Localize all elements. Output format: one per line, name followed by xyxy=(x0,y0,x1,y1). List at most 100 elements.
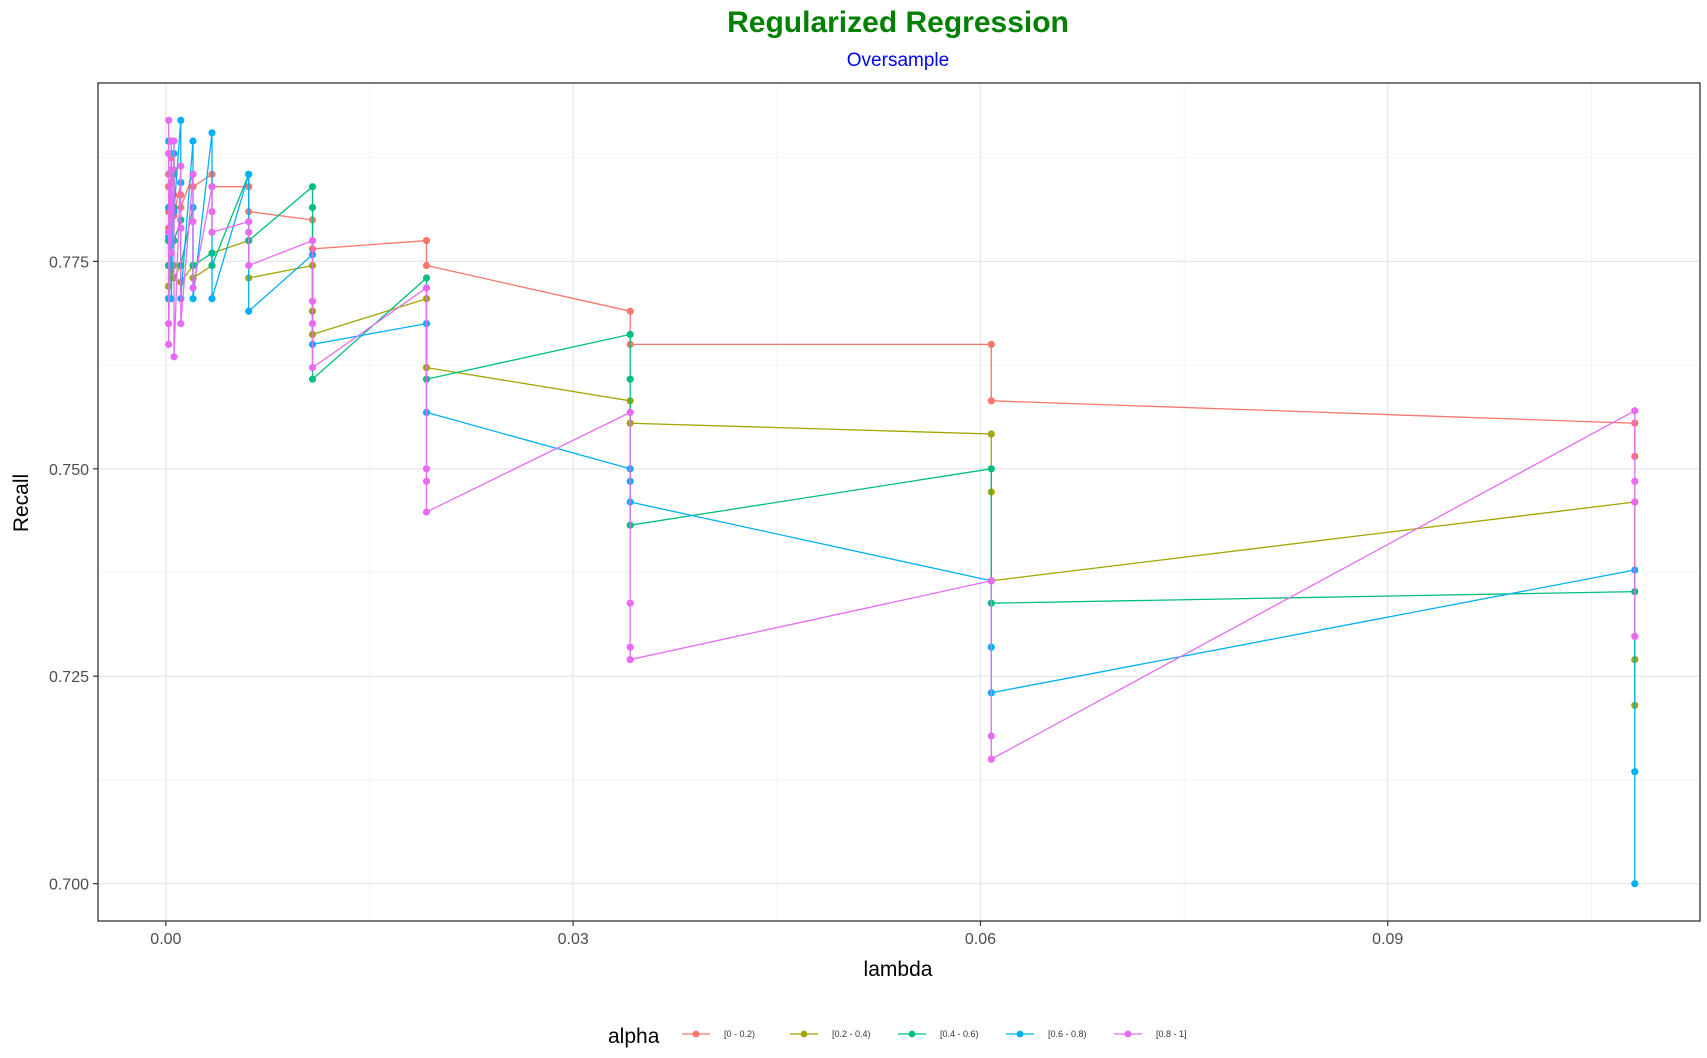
x-axis-label: lambda xyxy=(864,958,933,981)
data-point xyxy=(189,218,197,226)
series-4 xyxy=(165,116,1639,888)
data-point xyxy=(177,116,185,124)
data-point xyxy=(177,320,185,328)
legend-label: [0 - 0.2) xyxy=(724,1029,755,1039)
legend-key-point xyxy=(692,1030,700,1038)
y-tick-label: 0.725 xyxy=(49,669,89,686)
data-point xyxy=(626,408,634,416)
legend-label: [0.8 - 1] xyxy=(1156,1029,1187,1039)
data-point xyxy=(626,643,634,651)
data-point xyxy=(626,307,634,315)
y-tick-label: 0.700 xyxy=(49,877,89,894)
data-point xyxy=(308,183,317,191)
axis-ticks: 0.00 0.03 0.06 0.09 0.700 0.725 0.750 0.775 xyxy=(49,254,1403,948)
series-line xyxy=(167,239,1636,706)
data-point xyxy=(422,284,431,292)
data-point xyxy=(308,203,317,212)
legend-item: [0 - 0.2) xyxy=(682,1029,755,1039)
data-point xyxy=(1631,632,1639,641)
plot-panel-border xyxy=(97,82,1701,922)
data-point xyxy=(1631,498,1639,506)
data-point xyxy=(987,732,995,740)
data-point xyxy=(170,137,178,145)
data-point xyxy=(422,508,431,516)
x-tick-label: 0.00 xyxy=(150,931,181,948)
data-point xyxy=(165,340,173,348)
y-tick-label: 0.775 xyxy=(49,254,89,271)
data-point xyxy=(1631,880,1639,888)
data-point xyxy=(208,208,216,216)
legend-key-point xyxy=(800,1030,808,1038)
data-point xyxy=(422,261,431,270)
chart-subtitle: Oversample xyxy=(847,50,949,71)
data-point xyxy=(626,599,634,607)
data-point xyxy=(987,397,995,405)
data-point xyxy=(208,295,216,303)
data-point xyxy=(308,237,317,245)
data-point xyxy=(308,364,317,372)
data-point xyxy=(189,295,197,303)
series-5 xyxy=(165,116,1639,763)
grid-lines xyxy=(98,83,1700,921)
data-point xyxy=(987,340,995,348)
data-point xyxy=(1631,477,1639,485)
series-layer xyxy=(165,116,1639,888)
data-point xyxy=(422,465,431,473)
data-point xyxy=(208,183,216,191)
series-1 xyxy=(165,154,1639,460)
legend-label: [0.2 - 0.4) xyxy=(832,1029,871,1039)
data-point xyxy=(167,249,175,257)
data-point xyxy=(189,284,197,292)
legend-label: [0.4 - 0.6) xyxy=(940,1029,979,1039)
x-tick-label: 0.06 xyxy=(965,931,996,948)
data-point xyxy=(245,261,253,270)
data-point xyxy=(170,353,178,361)
x-tick-label: 0.09 xyxy=(1372,931,1403,948)
legend-item: [0.2 - 0.4) xyxy=(790,1029,871,1039)
data-point xyxy=(245,307,253,315)
y-tick-label: 0.750 xyxy=(49,462,89,479)
data-point xyxy=(208,228,216,236)
data-point xyxy=(626,375,634,383)
y-axis-label: Recall xyxy=(10,474,33,532)
data-point xyxy=(1631,768,1639,776)
legend: alpha [0 - 0.2) [0.2 - 0.4) [0.4 - 0.6) [0.… xyxy=(608,1025,1187,1048)
x-tick-label: 0.03 xyxy=(558,931,589,948)
data-point xyxy=(167,166,175,174)
data-point xyxy=(1631,407,1639,415)
data-point xyxy=(987,465,995,473)
data-point xyxy=(308,297,317,305)
data-point xyxy=(177,162,185,170)
data-point xyxy=(626,330,634,338)
series-3 xyxy=(165,170,1639,607)
data-point xyxy=(245,228,253,236)
data-point xyxy=(208,129,216,137)
chart-title: Regularized Regression xyxy=(727,6,1069,39)
data-point xyxy=(165,149,173,158)
data-point xyxy=(422,274,431,282)
legend-key-point xyxy=(1016,1030,1024,1038)
data-point xyxy=(245,218,253,226)
data-point xyxy=(422,477,431,485)
legend-key-point xyxy=(908,1030,916,1038)
data-point xyxy=(308,375,317,383)
series-line xyxy=(167,120,1636,884)
series-line xyxy=(167,174,1635,604)
data-point xyxy=(245,170,253,178)
legend-key-point xyxy=(1124,1030,1132,1038)
data-point xyxy=(626,656,634,664)
legend-item: [0.6 - 0.8) xyxy=(1006,1029,1087,1039)
legend-title: alpha xyxy=(608,1025,660,1048)
data-point xyxy=(987,577,995,585)
data-point xyxy=(189,137,197,145)
data-point xyxy=(165,116,173,124)
data-point xyxy=(987,430,995,438)
series-line xyxy=(167,120,1636,761)
legend-item: [0.4 - 0.6) xyxy=(898,1029,979,1039)
data-point xyxy=(165,320,173,328)
data-point xyxy=(987,755,995,763)
legend-label: [0.6 - 0.8) xyxy=(1048,1029,1087,1039)
data-point xyxy=(177,224,185,232)
